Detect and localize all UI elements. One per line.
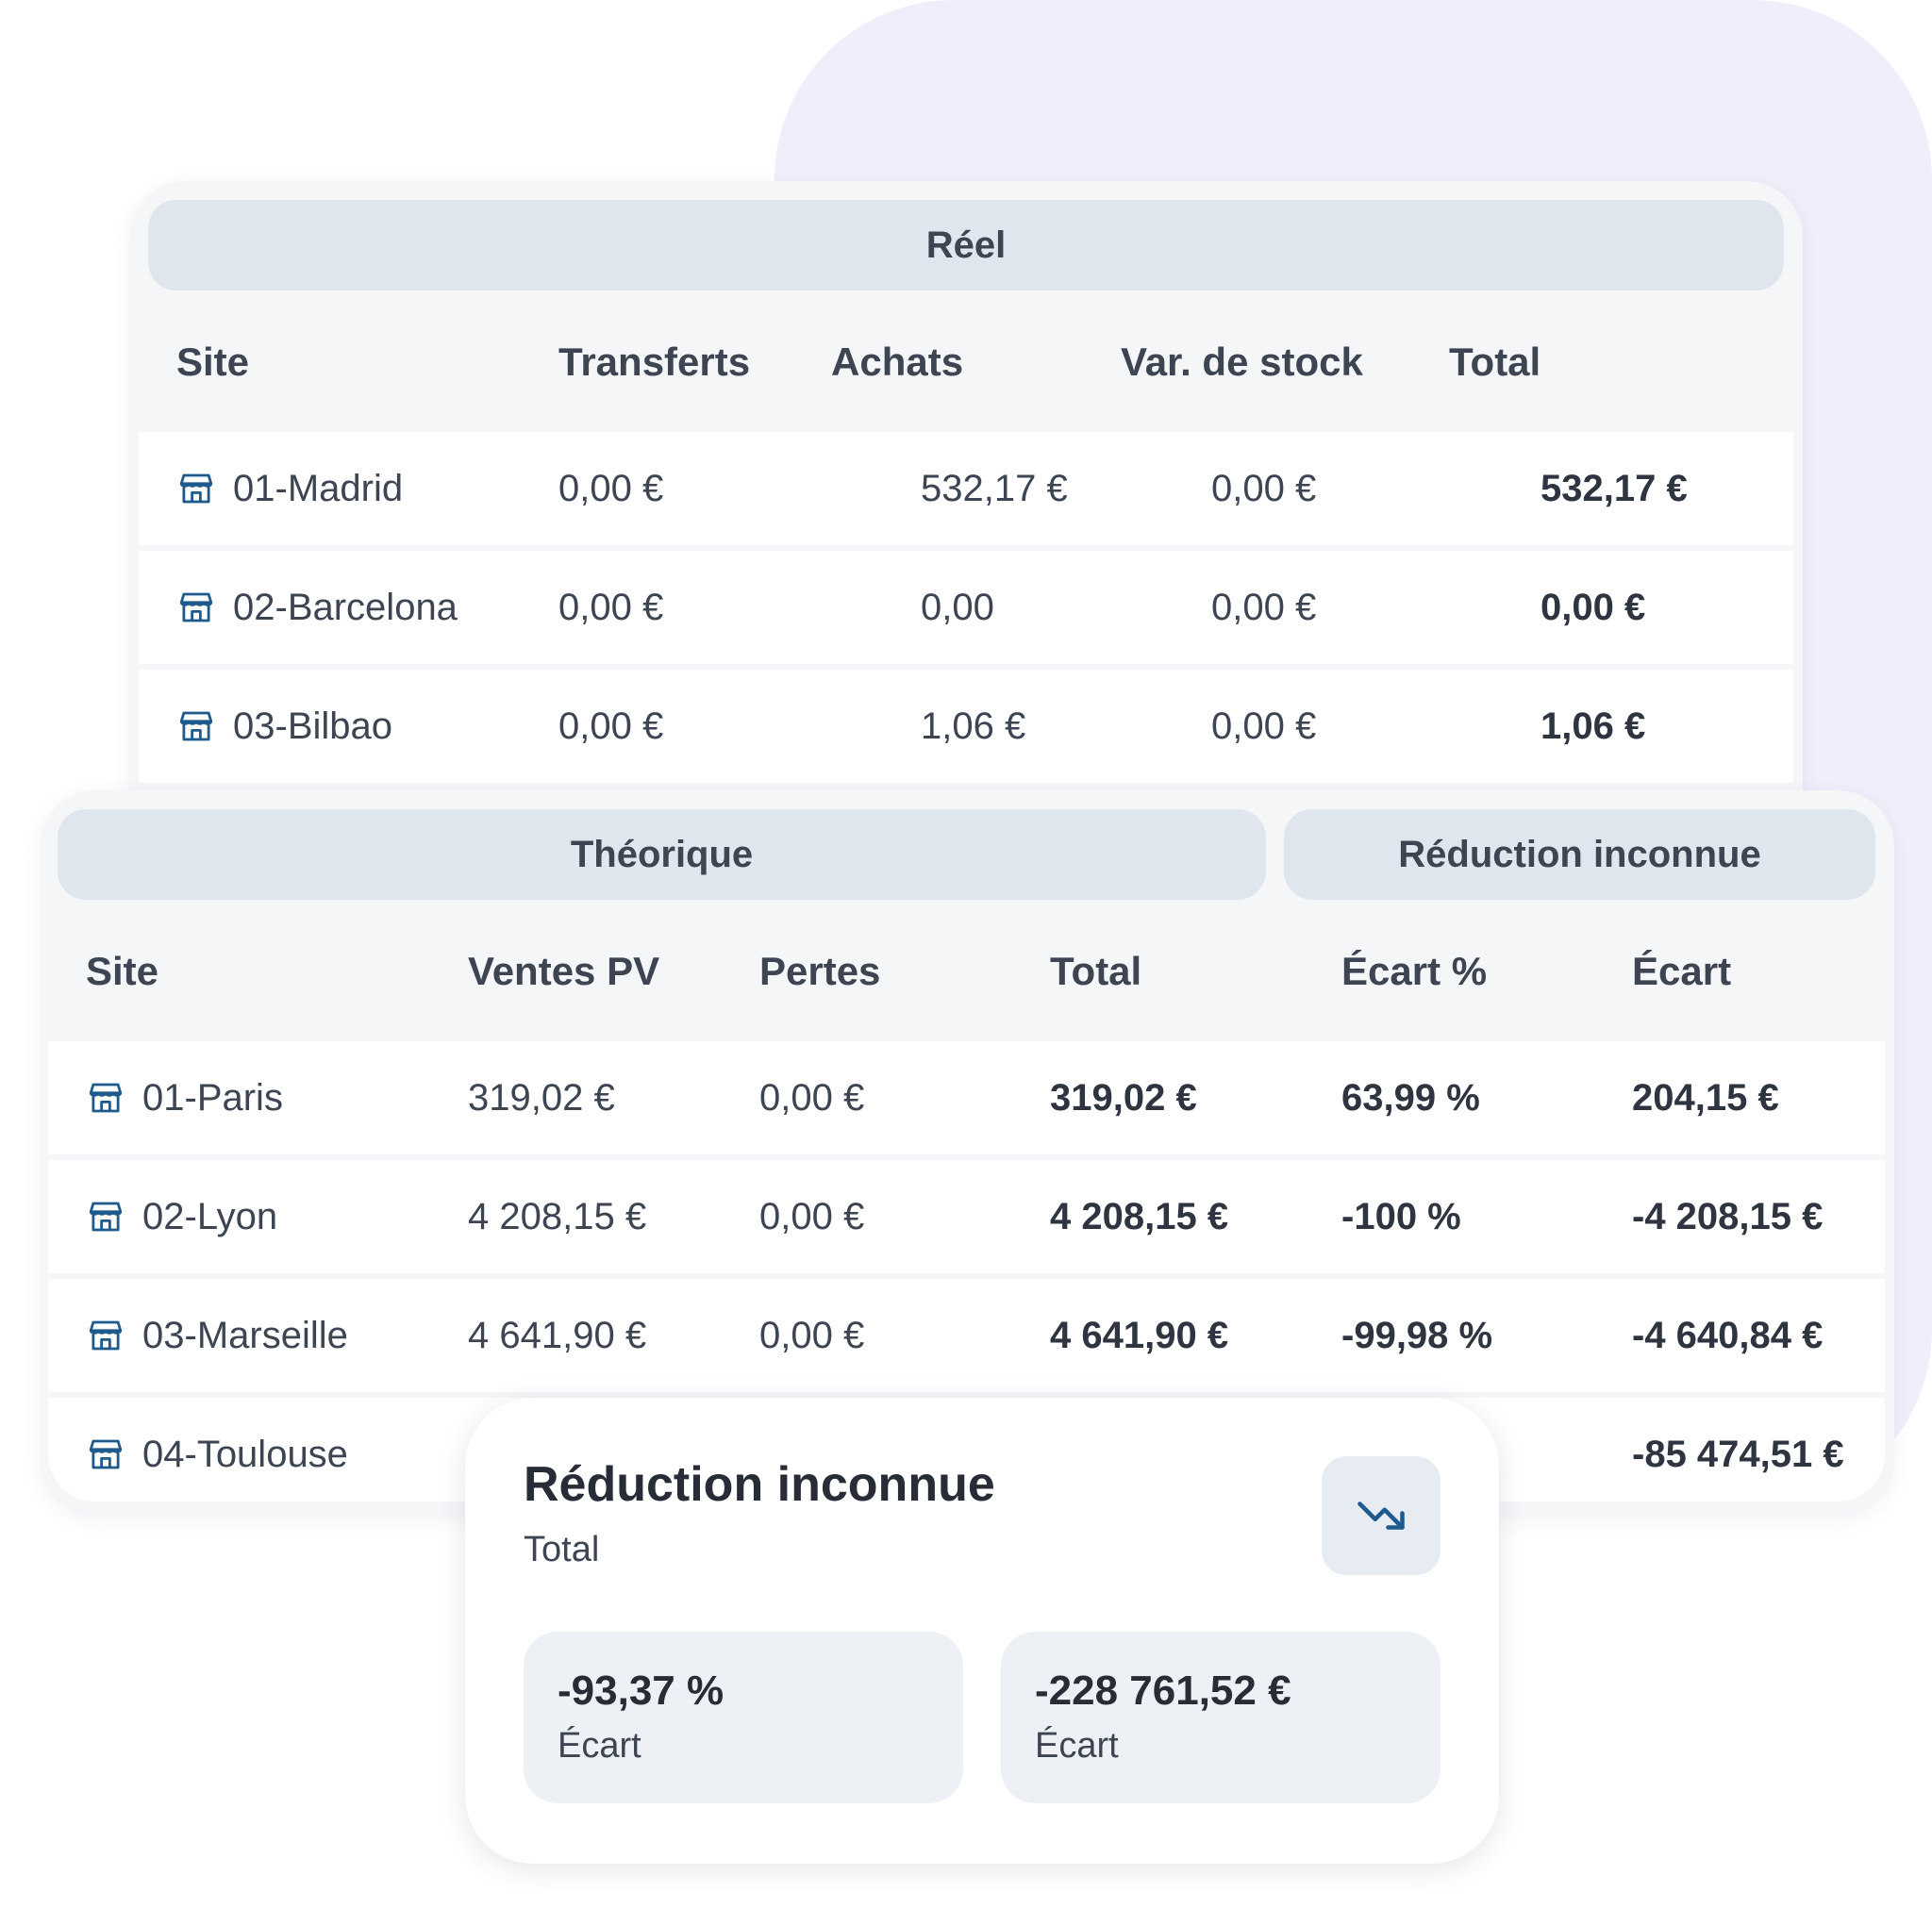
site-name: 03-Bilbao (233, 705, 393, 747)
transferts-cell: 0,00 € (558, 587, 664, 628)
theorique-section-header: Théorique (58, 809, 1266, 900)
site-name: 04-Toulouse (142, 1433, 348, 1475)
kpi-amount-label: Écart (1035, 1726, 1119, 1766)
total-cell: 4 641,90 € (1050, 1315, 1229, 1356)
table-row[interactable]: 03-Marseille 4 641,90 € 0,00 € 4 641,90 … (48, 1279, 1885, 1392)
ecart-pct-cell: 63,99 % (1341, 1077, 1480, 1119)
theo-col-ventes: Ventes PV (468, 949, 660, 993)
ecart-cell: -4 208,15 € (1632, 1196, 1824, 1237)
reel-section-header: Réel (148, 200, 1784, 290)
pertes-cell: 0,00 € (759, 1196, 865, 1237)
table-row[interactable]: 02-Lyon 4 208,15 € 0,00 € 4 208,15 € -10… (48, 1160, 1885, 1273)
ecart-pct-cell: -99,98 % (1341, 1315, 1493, 1356)
achats-cell: 0,00 (921, 587, 994, 628)
kpi-amount-value: -228 761,52 € (1035, 1667, 1291, 1714)
site-name: 02-Lyon (142, 1195, 278, 1237)
total-cell: 0,00 € (1541, 587, 1646, 628)
reel-col-site: Site (176, 340, 250, 384)
ventes-cell: 319,02 € (468, 1077, 615, 1119)
store-icon (86, 1435, 125, 1474)
theo-col-site: Site (86, 949, 159, 993)
kpi-percent-label: Écart (558, 1726, 641, 1766)
kpi-subtitle: Total (524, 1530, 600, 1569)
site-cell: 02-Lyon (86, 1160, 277, 1273)
site-cell: 03-Marseille (86, 1279, 348, 1392)
var-stock-cell: 0,00 € (1211, 468, 1317, 509)
site-cell: 01-Madrid (176, 432, 403, 545)
reel-col-achats: Achats (831, 340, 964, 384)
transferts-cell: 0,00 € (558, 468, 664, 509)
var-stock-cell: 0,00 € (1211, 587, 1317, 628)
var-stock-cell: 0,00 € (1211, 705, 1317, 747)
ecart-cell: 204,15 € (1632, 1077, 1779, 1119)
store-icon (86, 1197, 125, 1236)
reel-table-card: Réel Site Transferts Achats Var. de stoc… (129, 181, 1803, 841)
store-icon (86, 1316, 125, 1355)
store-icon (176, 588, 216, 627)
kpi-percent-value: -93,37 % (558, 1667, 724, 1714)
theo-col-ecart-pct: Écart % (1341, 949, 1488, 993)
achats-cell: 532,17 € (921, 468, 1068, 509)
kpi-box-percent: -93,37 % Écart (524, 1632, 963, 1803)
store-icon (176, 469, 216, 508)
reduction-section-header: Réduction inconnue (1284, 809, 1875, 900)
site-cell: 02-Barcelona (176, 551, 458, 664)
total-cell: 532,17 € (1541, 468, 1688, 509)
reel-col-transferts: Transferts (558, 340, 751, 384)
pertes-cell: 0,00 € (759, 1077, 865, 1119)
kpi-title: Réduction inconnue (524, 1457, 995, 1512)
store-icon (86, 1078, 125, 1118)
site-name: 03-Marseille (142, 1314, 348, 1356)
site-name: 01-Paris (142, 1076, 283, 1119)
total-cell: 1,06 € (1541, 705, 1646, 747)
theo-col-ecart: Écart (1632, 949, 1732, 993)
site-name: 01-Madrid (233, 467, 404, 509)
pertes-cell: 0,00 € (759, 1315, 865, 1356)
theorique-table-card: Théorique Réduction inconnue Site Ventes… (40, 790, 1894, 1517)
site-cell: 03-Bilbao (176, 670, 392, 783)
ventes-cell: 4 208,15 € (468, 1196, 647, 1237)
reel-col-total: Total (1449, 340, 1541, 384)
table-row[interactable]: 01-Madrid 0,00 € 532,17 € 0,00 € 532,17 … (139, 432, 1793, 545)
ecart-cell: -85 474,51 € (1632, 1434, 1844, 1475)
site-cell: 04-Toulouse (86, 1398, 348, 1511)
table-row[interactable]: 02-Barcelona 0,00 € 0,00 0,00 € 0,00 € (139, 551, 1793, 664)
trend-button[interactable] (1322, 1456, 1441, 1575)
site-name: 02-Barcelona (233, 586, 458, 628)
kpi-box-amount: -228 761,52 € Écart (1001, 1632, 1441, 1803)
ecart-cell: -4 640,84 € (1632, 1315, 1824, 1356)
theo-col-total: Total (1050, 949, 1142, 993)
ventes-cell: 4 641,90 € (468, 1315, 647, 1356)
table-row[interactable]: 01-Paris 319,02 € 0,00 € 319,02 € 63,99 … (48, 1041, 1885, 1154)
site-cell: 01-Paris (86, 1041, 283, 1154)
table-row[interactable]: 03-Bilbao 0,00 € 1,06 € 0,00 € 1,06 € (139, 670, 1793, 783)
transferts-cell: 0,00 € (558, 705, 664, 747)
reel-col-var-stock: Var. de stock (1121, 340, 1363, 384)
reduction-kpi-card: Réduction inconnue Total -93,37 % Écart … (465, 1398, 1499, 1864)
achats-cell: 1,06 € (921, 705, 1026, 747)
ecart-pct-cell: -100 % (1341, 1196, 1461, 1237)
trending-down-icon (1357, 1502, 1405, 1530)
total-cell: 319,02 € (1050, 1077, 1197, 1119)
total-cell: 4 208,15 € (1050, 1196, 1229, 1237)
theo-col-pertes: Pertes (759, 949, 881, 993)
store-icon (176, 706, 216, 746)
